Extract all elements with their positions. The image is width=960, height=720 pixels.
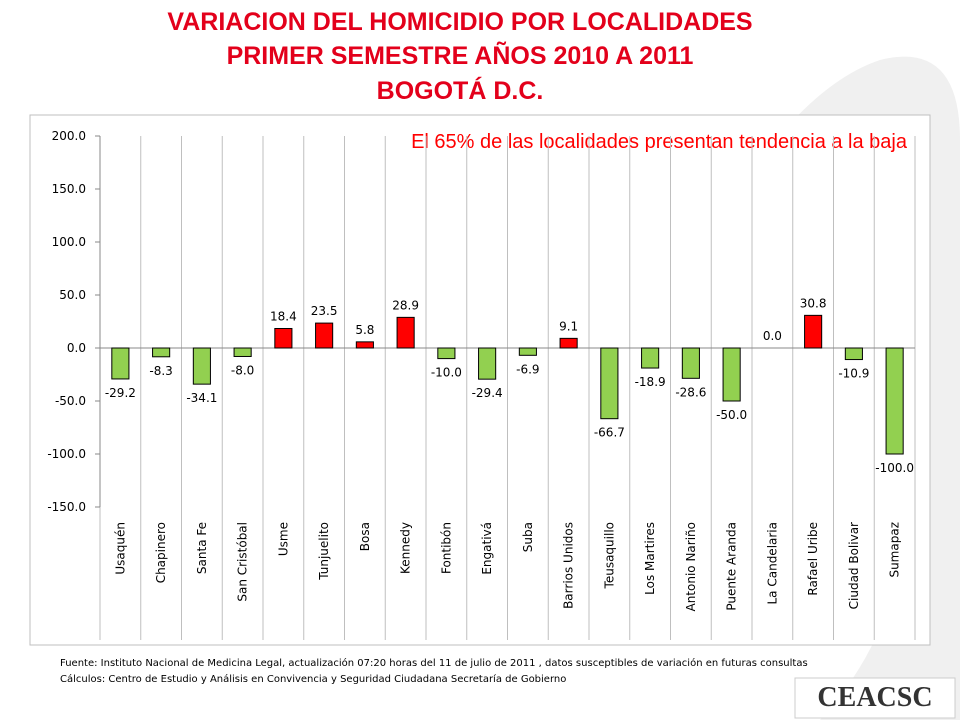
chart-frame: [29, 114, 931, 646]
value-label: -8.3: [149, 364, 172, 378]
x-tick-label: Fontibón: [439, 522, 453, 574]
bar: [478, 347, 497, 380]
bar: [722, 347, 741, 402]
bar: [396, 316, 415, 349]
bar: [315, 322, 334, 349]
value-label: -10.9: [838, 367, 869, 381]
bar: [152, 347, 171, 358]
bar: [233, 347, 252, 357]
x-tick-label: Los Martires: [643, 522, 657, 595]
value-label: -29.2: [105, 386, 136, 400]
footnote: Cálculos: Centro de Estudio y Análisis e…: [60, 673, 566, 685]
x-tick-label: San Cristóbal: [236, 522, 250, 602]
bar: [192, 347, 211, 385]
value-label: -29.4: [472, 386, 503, 400]
bar: [641, 347, 660, 369]
x-tick-label: Kennedy: [399, 522, 413, 574]
y-tick-label: -50.0: [55, 394, 86, 408]
y-tick-label: 0.0: [67, 341, 86, 355]
value-label: 28.9: [392, 298, 419, 312]
x-tick-label: Sumapaz: [888, 522, 902, 578]
bar: [111, 347, 130, 380]
x-tick-label: Chapinero: [154, 522, 168, 583]
y-tick-label: -150.0: [47, 500, 86, 514]
bar: [355, 341, 374, 349]
value-label: -28.6: [675, 385, 706, 399]
x-tick-label: Rafael Uribe: [806, 522, 820, 596]
x-tick-label: Ciudad Bolivar: [847, 522, 861, 609]
value-label: 9.1: [559, 319, 578, 333]
value-label: -18.9: [635, 375, 666, 389]
bar: [600, 347, 619, 420]
y-tick-label: 200.0: [52, 129, 86, 143]
value-label: 23.5: [311, 304, 338, 318]
x-tick-label: Teusaquillo: [602, 522, 616, 589]
bar: [885, 347, 904, 455]
title-line: VARIACION DEL HOMICIDIO POR LOCALIDADES: [167, 8, 752, 36]
x-tick-label: La Candelaria: [765, 522, 779, 605]
x-tick-label: Suba: [521, 522, 535, 552]
annotation: El 65% de las localidades presentan tend…: [411, 131, 908, 153]
title-line: BOGOTÁ D.C.: [377, 76, 544, 105]
x-tick-label: Engativá: [480, 522, 494, 575]
bar: [804, 314, 823, 349]
bar: [559, 337, 578, 349]
x-tick-label: Tunjuelito: [317, 522, 331, 581]
value-label: -66.7: [594, 426, 625, 440]
x-tick-label: Usaquén: [113, 522, 127, 575]
bar: [844, 347, 863, 361]
value-label: -10.0: [431, 366, 462, 380]
bar: [518, 347, 537, 356]
bar: [681, 347, 700, 379]
x-tick-label: Bosa: [358, 522, 372, 551]
bar: [274, 327, 293, 349]
value-label: 18.4: [270, 309, 297, 323]
value-label: 30.8: [800, 296, 827, 310]
x-tick-label: Usme: [276, 522, 290, 556]
value-label: -6.9: [516, 362, 539, 376]
title-line: PRIMER SEMESTRE AÑOS 2010 A 2011: [227, 40, 694, 70]
value-label: -50.0: [716, 408, 747, 422]
value-label: 0.0: [763, 329, 782, 343]
y-tick-label: 100.0: [52, 235, 86, 249]
footnote: Fuente: Instituto Nacional de Medicina L…: [60, 657, 808, 669]
x-tick-label: Antonio Nariño: [684, 522, 698, 612]
y-tick-label: 50.0: [59, 288, 86, 302]
x-tick-label: Puente Aranda: [725, 522, 739, 611]
value-label: 5.8: [355, 323, 374, 337]
x-tick-label: Santa Fe: [195, 522, 209, 574]
logo-box: [794, 677, 956, 719]
x-tick-label: Barrios Unidos: [562, 522, 576, 609]
value-label: -8.0: [231, 363, 254, 377]
value-label: -34.1: [186, 391, 217, 405]
y-tick-label: -100.0: [47, 447, 86, 461]
value-label: -100.0: [875, 461, 914, 475]
bar: [437, 347, 456, 360]
logo: CEACSC: [817, 682, 932, 713]
y-tick-label: 150.0: [52, 182, 86, 196]
